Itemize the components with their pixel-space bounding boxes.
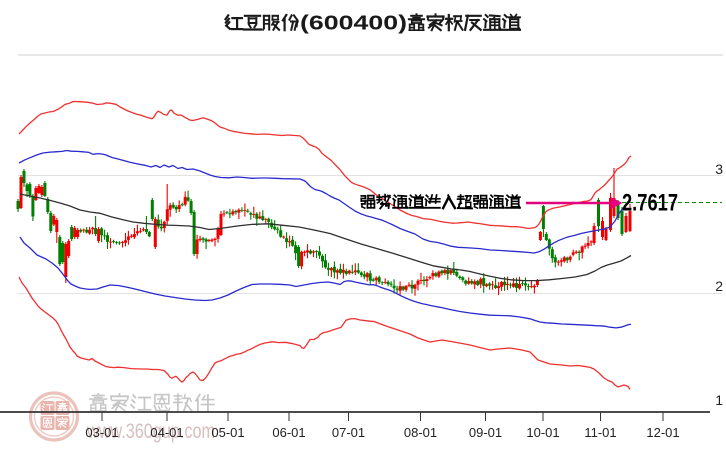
- svg-text:2: 2: [715, 278, 723, 294]
- svg-text:2.7617: 2.7617: [622, 190, 678, 217]
- svg-text:11-01: 11-01: [584, 425, 616, 440]
- svg-text:09-01: 09-01: [469, 425, 502, 440]
- svg-text:05-01: 05-01: [211, 425, 244, 440]
- svg-text:08-01: 08-01: [404, 425, 437, 440]
- svg-text:3: 3: [715, 161, 723, 177]
- svg-text:04-01: 04-01: [150, 425, 183, 440]
- svg-text:10-01: 10-01: [526, 425, 559, 440]
- svg-text:12-01: 12-01: [646, 425, 679, 440]
- svg-text:07-01: 07-01: [332, 425, 365, 440]
- svg-text:03-01: 03-01: [85, 425, 118, 440]
- svg-text:06-01: 06-01: [272, 425, 305, 440]
- svg-text:1: 1: [715, 392, 723, 408]
- svg-text:(600400): (600400): [300, 13, 407, 35]
